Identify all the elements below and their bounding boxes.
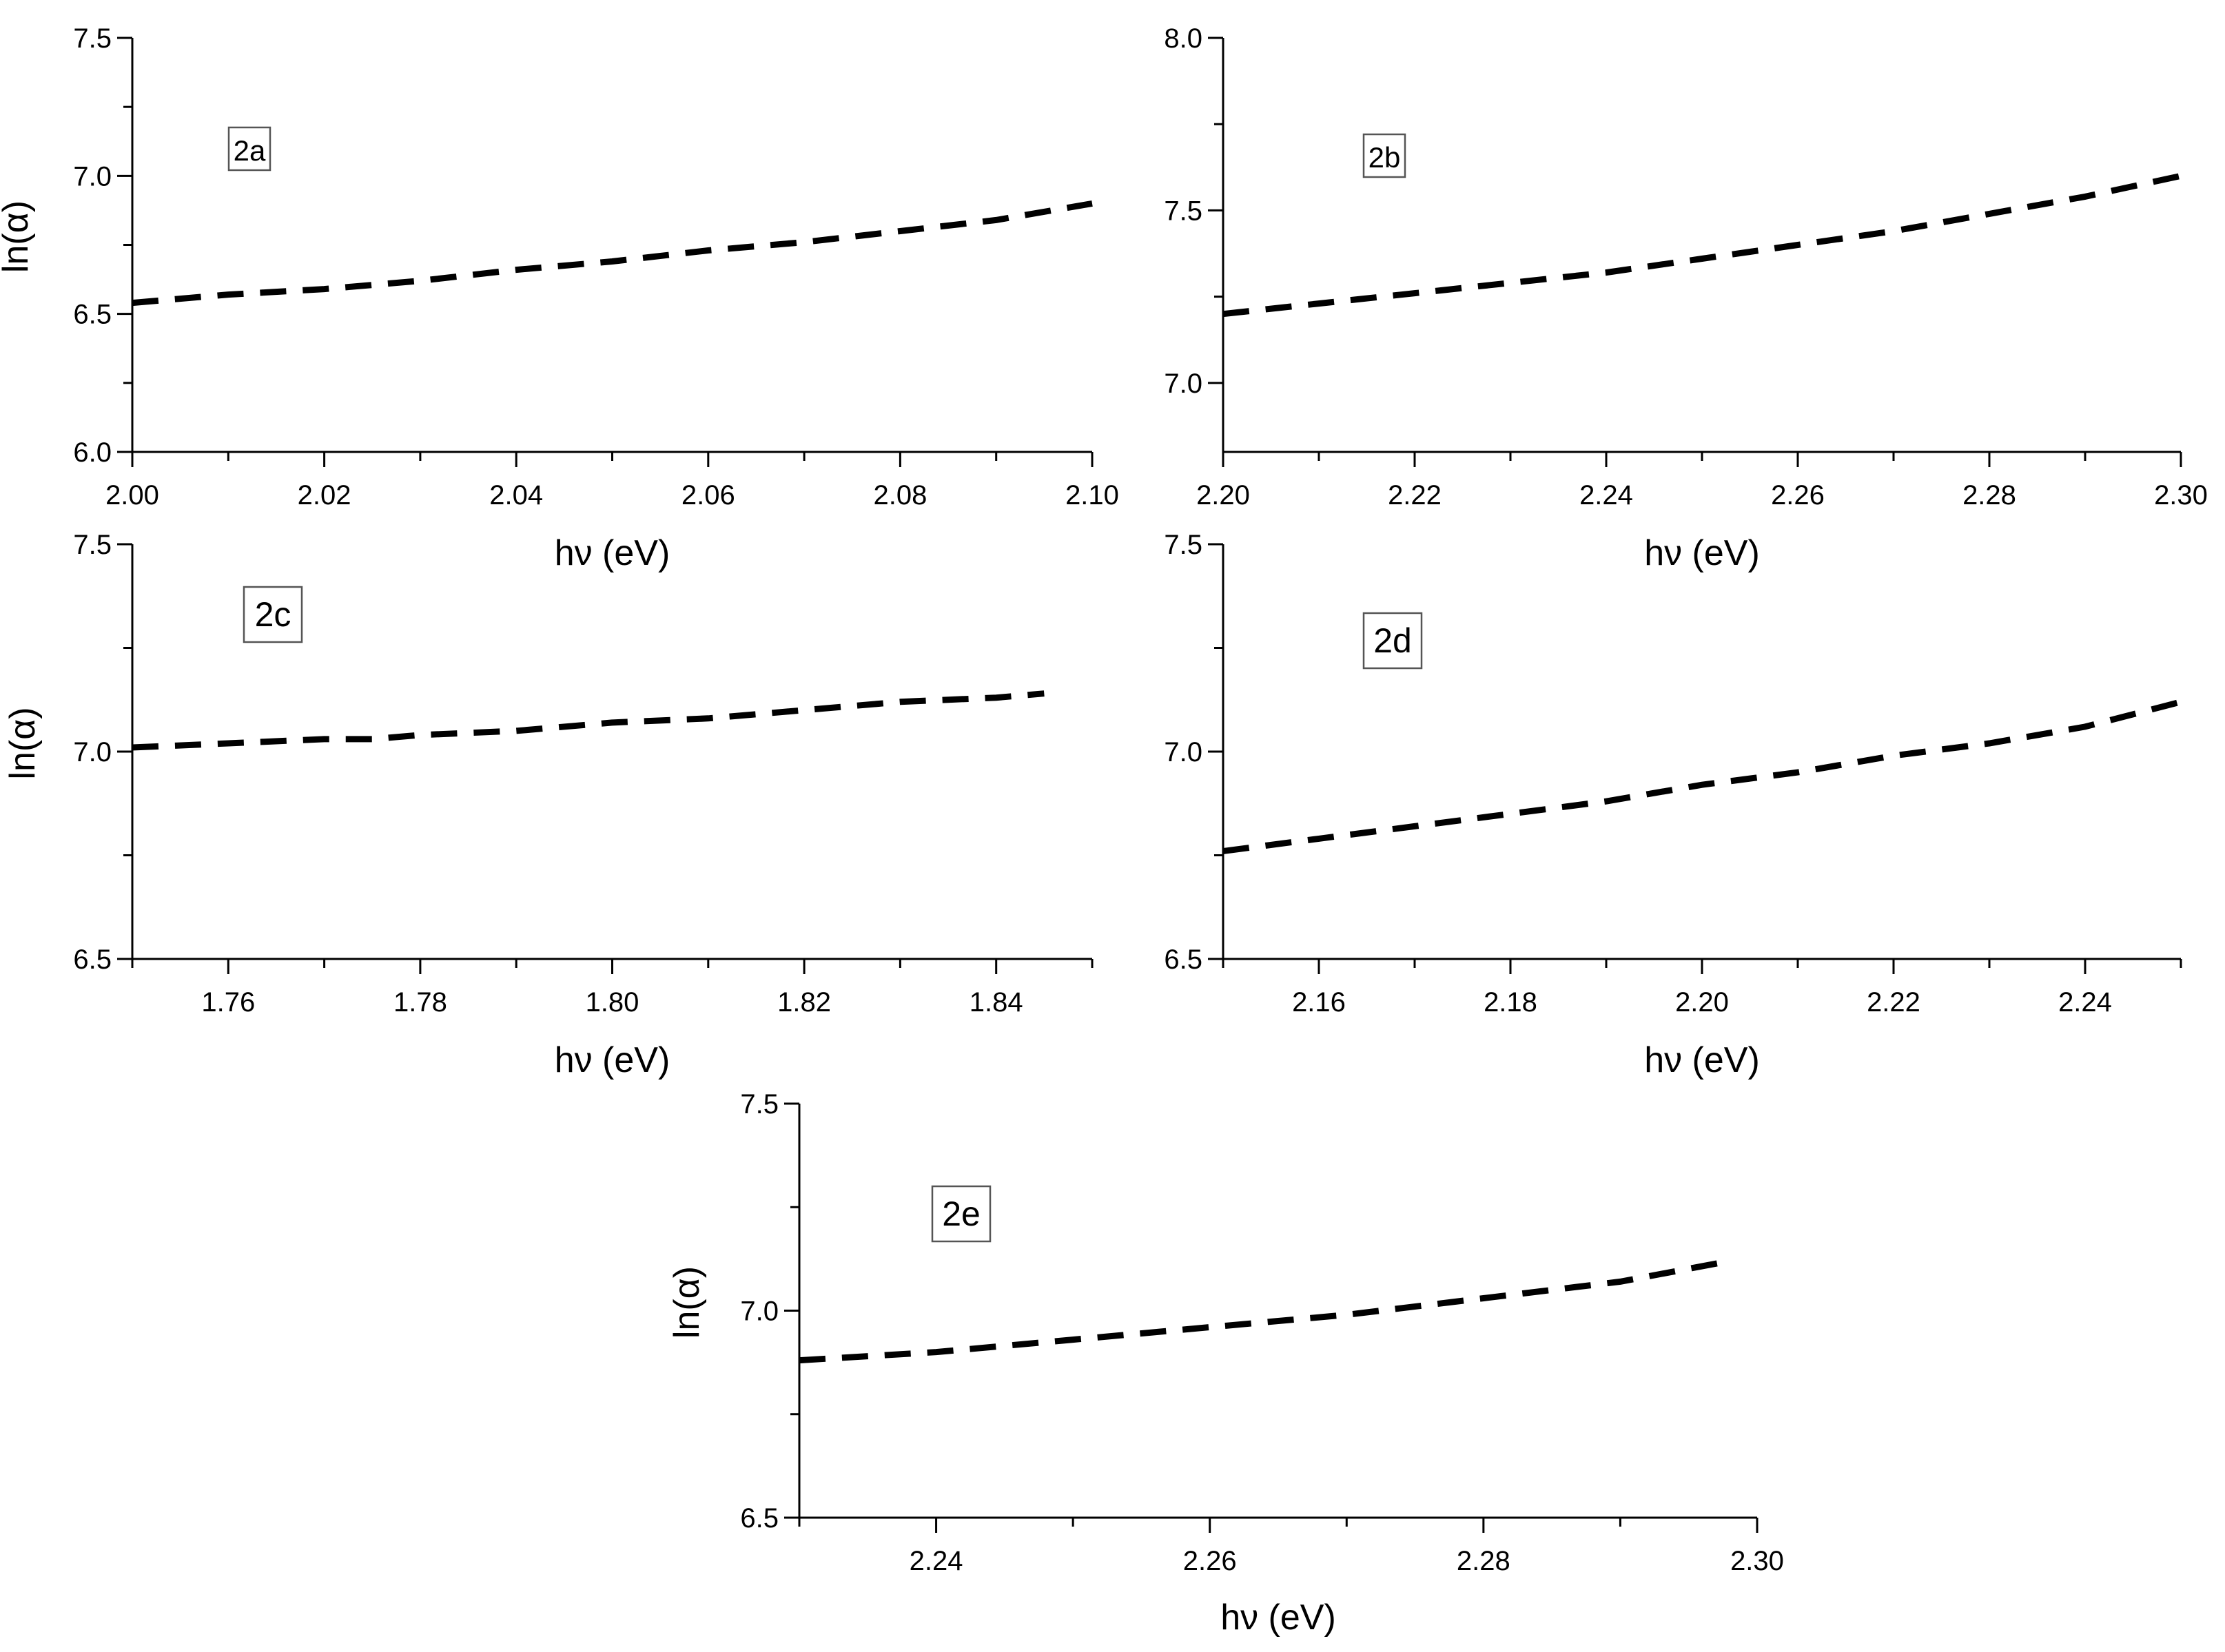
- panel-2a: 2.00 2.02 2.04 2.06 2.08 2.10 6.0 6.5 7.0 7.5 hν (…: [0, 23, 1119, 573]
- panel-label-frame: [1362, 612, 1423, 670]
- x-axis-title: hν (eV): [1644, 533, 1760, 573]
- panel-label-text: 2b: [1368, 141, 1401, 174]
- y-tick-label: 6.5: [73, 300, 112, 330]
- x-axis-title: hν (eV): [555, 1040, 670, 1080]
- x-tick-label: 2.28: [1962, 480, 2016, 510]
- panel-label-frame: [1362, 133, 1406, 178]
- x-tick-label: 1.84: [970, 987, 1023, 1018]
- panel-2e: 2.24 2.26 2.28 2.30 6.5 7.0 7.5 hν (eV) ln(α) 2e: [667, 1089, 1784, 1638]
- data-series-2c: [132, 690, 1045, 751]
- x-tick-label: 2.20: [1196, 480, 1250, 510]
- panel-label: 2b: [1362, 133, 1406, 178]
- y-axis-title: ln(α): [667, 1266, 707, 1339]
- y-tick-label: 6.5: [73, 944, 112, 975]
- x-tick-label: 2.26: [1771, 480, 1825, 510]
- panel-label-frame: [227, 126, 271, 172]
- x-tick-label: 1.80: [586, 987, 639, 1018]
- x-tick-label: 2.02: [298, 480, 351, 510]
- y-tick-label: 7.5: [1164, 530, 1202, 560]
- x-tick-label: 2.24: [910, 1546, 963, 1576]
- panel-label-text: 2c: [255, 595, 291, 634]
- x-tick-label: 2.04: [489, 480, 543, 510]
- y-tick-label: 7.0: [73, 737, 112, 767]
- panel-label-frame: [931, 1185, 992, 1243]
- x-tick-label: 2.24: [1579, 480, 1633, 510]
- x-tick-label: 1.76: [201, 987, 255, 1018]
- x-tick-label: 1.78: [393, 987, 447, 1018]
- data-series-2a: [132, 200, 1093, 307]
- panel-2d: 2.16 2.18 2.20 2.22 2.24 6.5 7.0 7.5 hν (eV) 2d: [1164, 530, 2182, 1080]
- x-tick-label: 2.28: [1457, 1546, 1510, 1576]
- y-tick-label: 7.0: [73, 161, 112, 192]
- y-tick-label: 7.0: [1164, 737, 1202, 767]
- data-series-2d: [1222, 699, 2182, 854]
- y-tick-label: 7.0: [1164, 369, 1202, 399]
- x-tick-label: 1.82: [777, 987, 831, 1018]
- x-tick-label: 2.22: [1388, 480, 1442, 510]
- y-tick-label: 7.5: [73, 530, 112, 560]
- x-tick-label: 2.20: [1675, 987, 1729, 1018]
- x-tick-label: 2.30: [2154, 480, 2208, 510]
- y-tick-label: 6.5: [1164, 944, 1202, 975]
- panel-label: 2a: [227, 126, 271, 172]
- y-tick-label: 6.5: [740, 1503, 779, 1534]
- x-tick-label: 2.18: [1484, 987, 1537, 1018]
- y-tick-label: 7.5: [1164, 196, 1202, 226]
- x-tick-label: 2.00: [105, 480, 159, 510]
- x-tick-label: 2.30: [1730, 1546, 1784, 1576]
- x-tick-label: 2.06: [681, 480, 735, 510]
- x-axis-title: hν (eV): [1220, 1598, 1336, 1638]
- panel-label-text: 2e: [942, 1195, 981, 1233]
- x-axis-title: hν (eV): [555, 533, 670, 573]
- panel-label: 2e: [931, 1185, 992, 1243]
- data-series-2b: [1222, 172, 2182, 318]
- x-axis-title: hν (eV): [1644, 1040, 1760, 1080]
- y-tick-label: 6.0: [73, 437, 112, 468]
- y-axis-title: ln(α): [3, 707, 43, 779]
- x-tick-label: 2.26: [1183, 1546, 1237, 1576]
- panel-2b: 2.20 2.22 2.24 2.26 2.28 2.30 7.0 7.5 8.0 hν (eV)…: [1164, 23, 2208, 573]
- x-tick-label: 2.16: [1292, 987, 1346, 1018]
- y-axis-title: ln(α): [0, 200, 36, 273]
- y-tick-label: 7.0: [740, 1297, 779, 1327]
- panel-label-text: 2a: [234, 134, 266, 167]
- panel-label-frame: [243, 586, 303, 643]
- x-tick-label: 2.10: [1065, 480, 1119, 510]
- y-tick-label: 7.5: [740, 1089, 779, 1119]
- data-series-2e: [799, 1257, 1731, 1364]
- x-tick-label: 2.24: [2058, 987, 2112, 1018]
- panel-label: 2c: [243, 586, 303, 643]
- x-tick-label: 2.08: [873, 480, 927, 510]
- panel-label: 2d: [1362, 612, 1423, 670]
- x-tick-label: 2.22: [1867, 987, 1920, 1018]
- panel-2c: 1.76 1.78 1.80 1.82 1.84 6.5 7.0 7.5 hν (eV) ln(α…: [3, 530, 1094, 1080]
- panel-label-text: 2d: [1373, 621, 1412, 660]
- y-tick-label: 7.5: [73, 23, 112, 54]
- y-tick-label: 8.0: [1164, 23, 1202, 54]
